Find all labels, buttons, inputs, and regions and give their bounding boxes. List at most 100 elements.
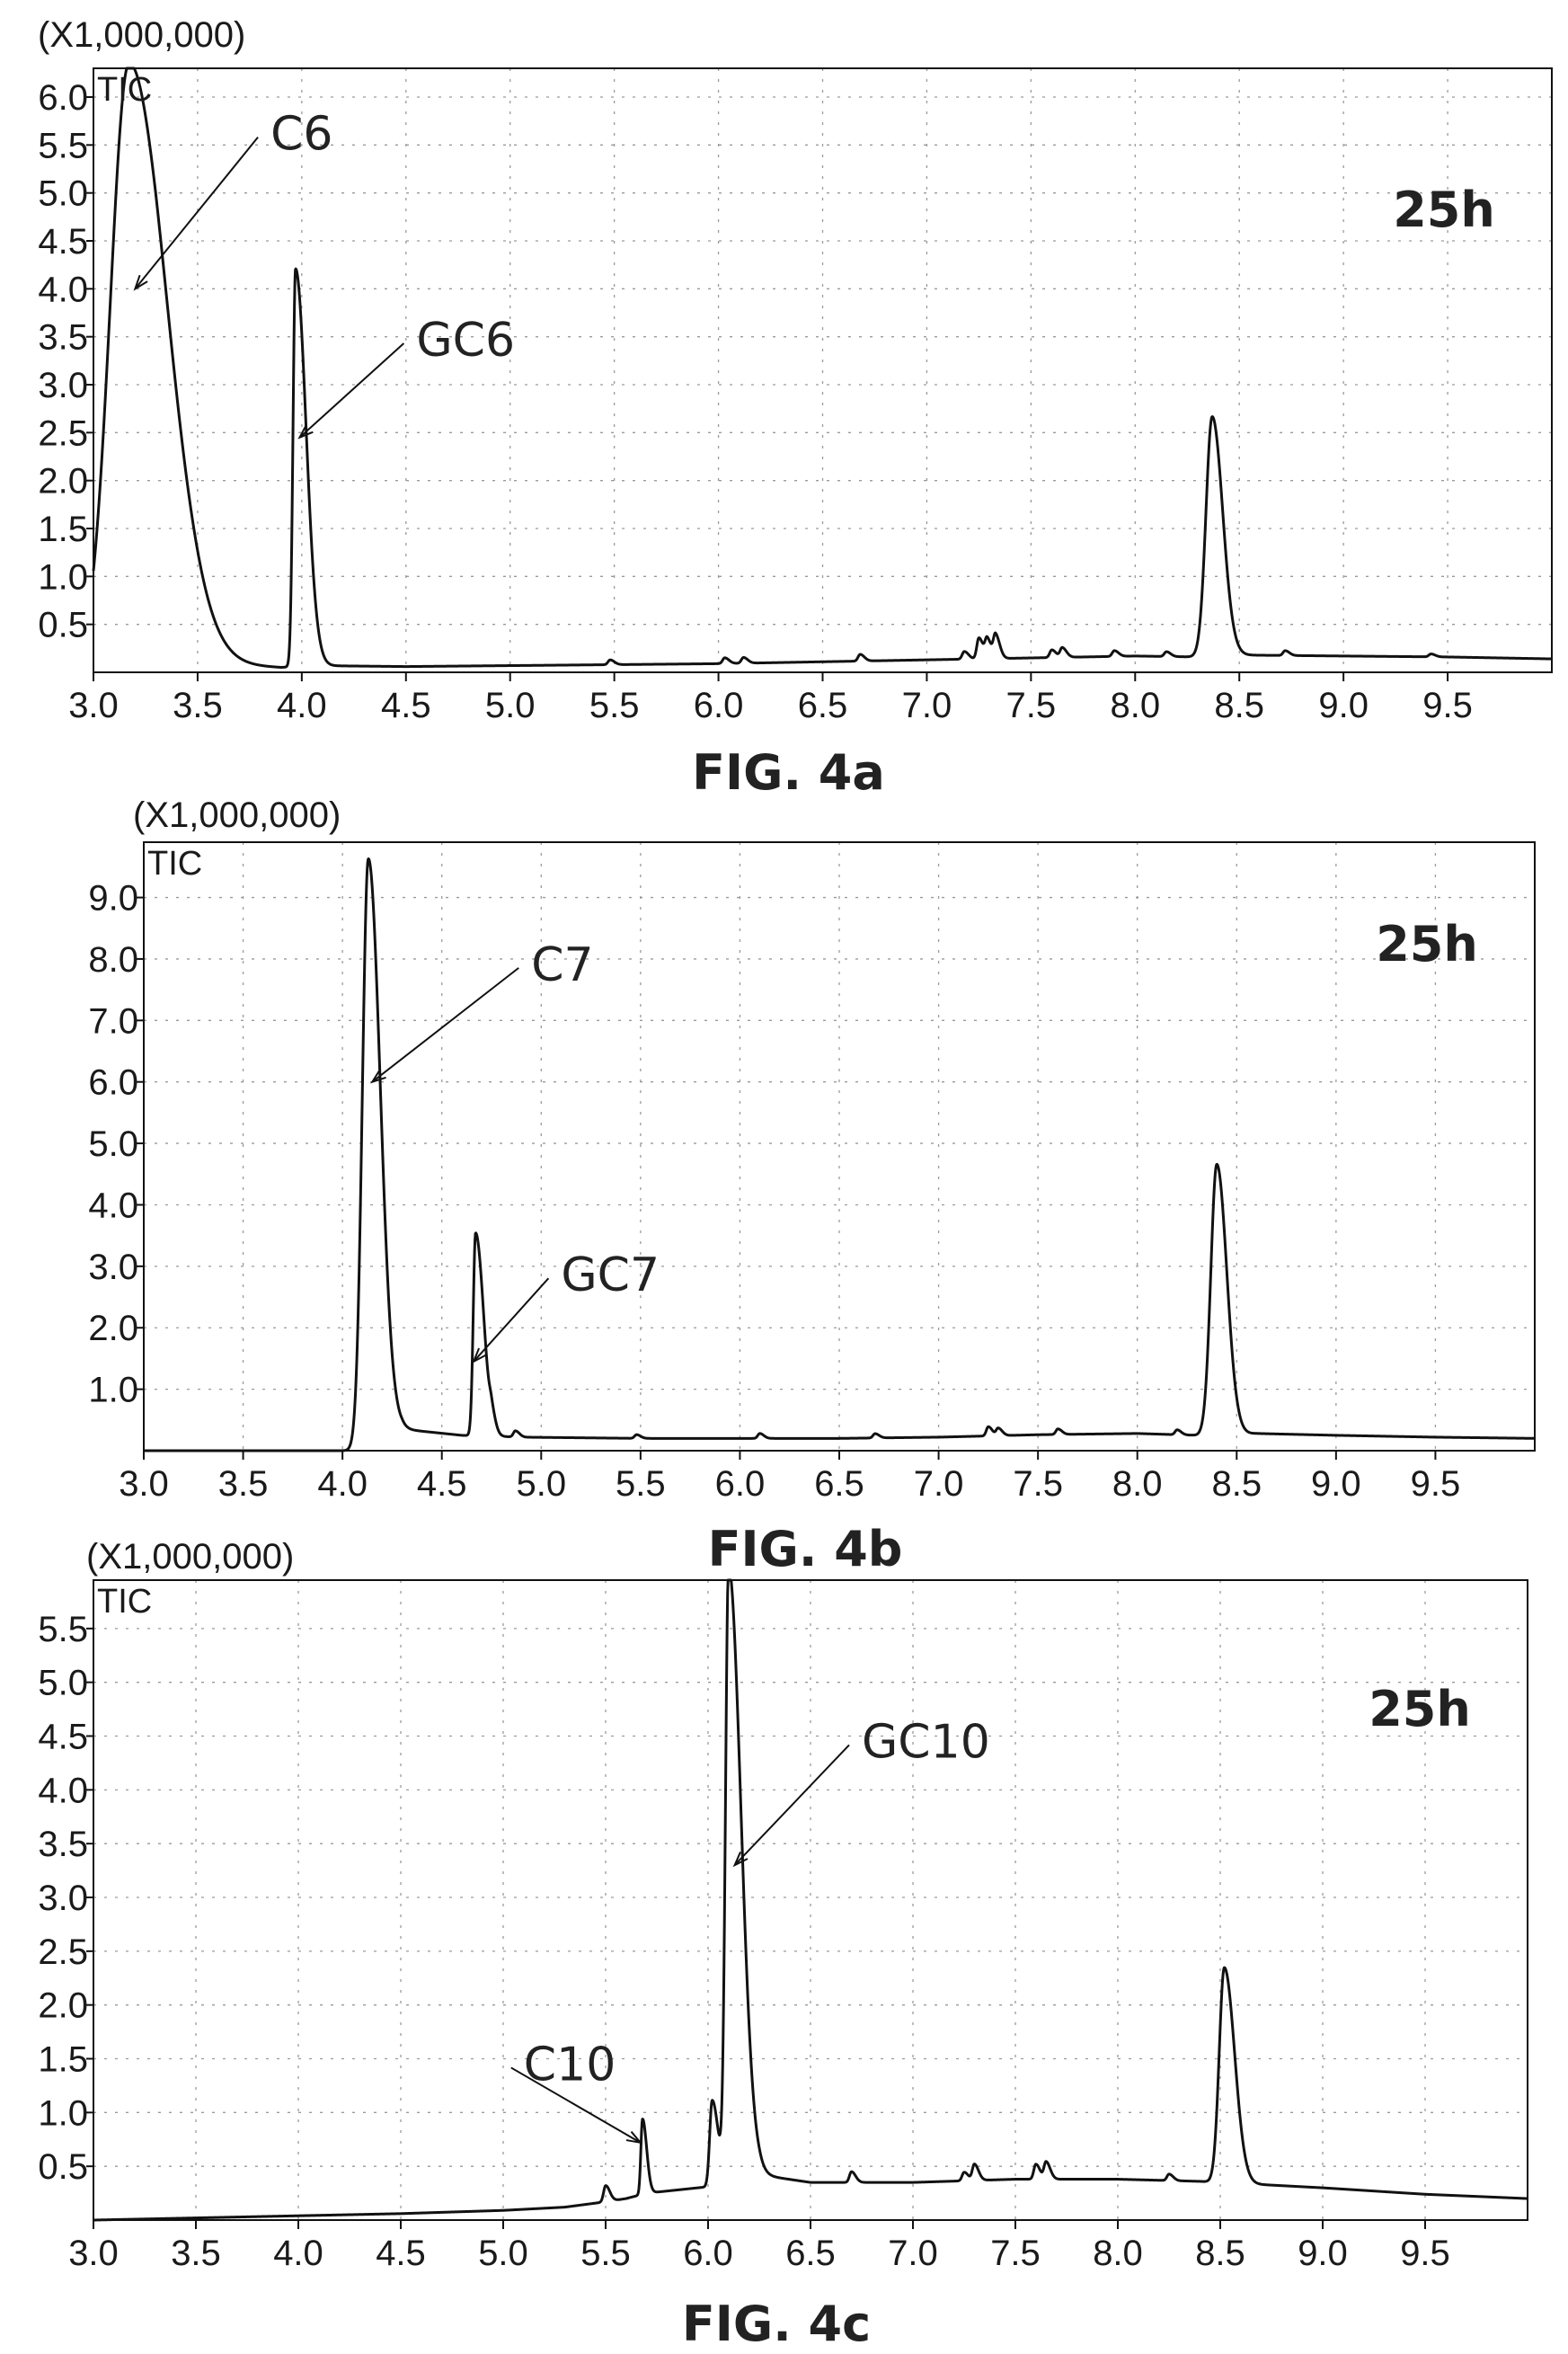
x-tick-label: 5.5	[589, 686, 640, 725]
trace-label: TIC	[147, 845, 202, 883]
y-tick-label: 9.0	[88, 879, 138, 919]
x-tick-label: 3.5	[173, 686, 223, 725]
y-tick-label: 1.5	[38, 2040, 88, 2080]
y-tick-label: 4.5	[38, 222, 88, 262]
trace-label: TIC	[97, 71, 152, 109]
x-tick-label: 7.0	[888, 2234, 938, 2273]
x-tick-label: 9.0	[1318, 686, 1369, 725]
time-label: 25h	[1369, 1681, 1471, 1737]
annotation-arrow	[298, 342, 405, 439]
annotation-arrow	[371, 967, 519, 1083]
y-tick-label: 5.0	[38, 1664, 88, 1703]
y-tick-label: 1.5	[38, 510, 88, 549]
annotation-arrowhead	[732, 1852, 749, 1868]
annotation-arrow	[733, 1744, 850, 1866]
annotation-arrowhead	[625, 2130, 643, 2145]
peak-label: C6	[270, 108, 332, 162]
x-tick-label: 4.0	[277, 686, 327, 725]
y-tick-label: 4.0	[38, 270, 88, 309]
x-tick-label: 4.0	[317, 1464, 368, 1504]
x-tick-label: 8.0	[1112, 1464, 1163, 1504]
x-tick-label: 4.5	[417, 1464, 467, 1504]
x-tick-label: 8.5	[1211, 1464, 1262, 1504]
x-tick-label: 9.5	[1422, 686, 1473, 725]
x-tick-label: 3.5	[171, 2234, 221, 2273]
chart-panel-3: 3.0 3.5 4.0 4.5 5.0 5.5 6.0 6.5 7.0 7.5 8.0 8.5 9.0 9…	[38, 1537, 1528, 2352]
chart-panel-1: 3.0 3.5 4.0 4.5 5.0 5.5 6.0 6.5 7.0 7.5 8.0 8.5 9.0 9…	[38, 15, 1553, 801]
annotation-arrowhead	[472, 1347, 487, 1364]
x-tick-label: 3.5	[218, 1464, 269, 1504]
peak-label: GC6	[416, 314, 515, 368]
y-tick-label: 0.5	[38, 606, 88, 645]
x-tick-label: 6.5	[785, 2234, 836, 2273]
x-tick-label: 9.5	[1411, 1464, 1461, 1504]
x-tick-label: 9.5	[1400, 2234, 1450, 2273]
x-tick-label: 9.0	[1311, 1464, 1361, 1504]
figure-caption: FIG. 4a	[692, 744, 885, 801]
x-tick-label: 7.5	[1013, 1464, 1063, 1504]
y-tick-label: 0.5	[38, 2147, 88, 2187]
x-tick-label: 4.5	[381, 686, 431, 725]
y-tick-label: 2.0	[88, 1309, 138, 1348]
y-tick-label: 3.0	[38, 366, 88, 405]
plot-frame	[93, 1579, 1528, 2221]
y-tick-label: 1.0	[88, 1371, 138, 1410]
x-tick-label: 5.0	[516, 1464, 566, 1504]
peak-label: GC10	[862, 1715, 990, 1769]
x-tick-label: 8.5	[1214, 686, 1264, 725]
y-tick-label: 1.0	[38, 2093, 88, 2133]
y-tick-label: 2.5	[38, 413, 88, 453]
y-scale-label: (X1,000,000)	[38, 15, 245, 55]
x-tick-label: 7.0	[914, 1464, 964, 1504]
x-tick-label: 7.5	[990, 2234, 1041, 2273]
y-tick-label: 5.0	[38, 174, 88, 214]
time-label: 25h	[1376, 916, 1478, 973]
x-tick-label: 8.5	[1195, 2234, 1245, 2273]
y-tick-label: 4.0	[38, 1771, 88, 1810]
y-tick-label: 8.0	[88, 940, 138, 980]
y-tick-label: 3.0	[38, 1879, 88, 1918]
y-tick-label: 3.5	[38, 318, 88, 358]
y-tick-label: 4.0	[88, 1186, 138, 1225]
x-tick-label: 6.0	[683, 2234, 733, 2273]
y-tick-label: 1.0	[38, 557, 88, 597]
x-tick-label: 6.0	[694, 686, 744, 725]
figure-caption: FIG. 4b	[708, 1521, 903, 1577]
tic-trace-line	[142, 857, 1537, 1452]
y-tick-label: 2.0	[38, 462, 88, 502]
x-tick-label: 7.0	[902, 686, 952, 725]
y-tick-label: 3.5	[38, 1825, 88, 1864]
y-tick-label: 2.5	[38, 1932, 88, 1972]
annotation-arrow	[134, 137, 259, 289]
peak-label: C10	[524, 2038, 616, 2092]
annotation-arrow	[473, 1277, 550, 1363]
y-tick-label: 6.0	[38, 78, 88, 118]
x-tick-label: 5.0	[478, 2234, 528, 2273]
y-scale-label: (X1,000,000)	[133, 795, 341, 835]
x-tick-label: 9.0	[1298, 2234, 1348, 2273]
x-tick-label: 7.5	[1006, 686, 1057, 725]
x-tick-label: 4.0	[273, 2234, 323, 2273]
y-tick-label: 5.5	[38, 126, 88, 165]
x-tick-label: 3.0	[119, 1464, 169, 1504]
x-tick-label: 3.0	[68, 686, 119, 725]
figure-caption: FIG. 4c	[682, 2296, 871, 2352]
x-tick-label: 6.5	[814, 1464, 864, 1504]
annotation-arrow	[510, 2066, 642, 2144]
tic-trace-line	[92, 67, 1553, 669]
y-tick-label: 5.5	[38, 1610, 88, 1649]
y-tick-label: 7.0	[88, 1001, 138, 1041]
time-label: 25h	[1393, 182, 1495, 238]
annotation-arrowhead	[370, 1069, 386, 1084]
tic-trace-line	[93, 1578, 1528, 2222]
y-tick-label: 2.0	[38, 1986, 88, 2026]
y-tick-label: 5.0	[88, 1124, 138, 1164]
y-scale-label: (X1,000,000)	[86, 1537, 294, 1577]
chart-panel-2: 3.0 3.5 4.0 4.5 5.0 5.5 6.0 6.5 7.0 7.5 8.0 8.5 9.0 9…	[88, 795, 1537, 1577]
y-tick-label: 3.0	[88, 1248, 138, 1287]
x-tick-label: 4.5	[376, 2234, 426, 2273]
x-tick-label: 5.5	[580, 2234, 631, 2273]
x-tick-label: 8.0	[1110, 686, 1160, 725]
x-tick-label: 3.0	[68, 2234, 119, 2273]
